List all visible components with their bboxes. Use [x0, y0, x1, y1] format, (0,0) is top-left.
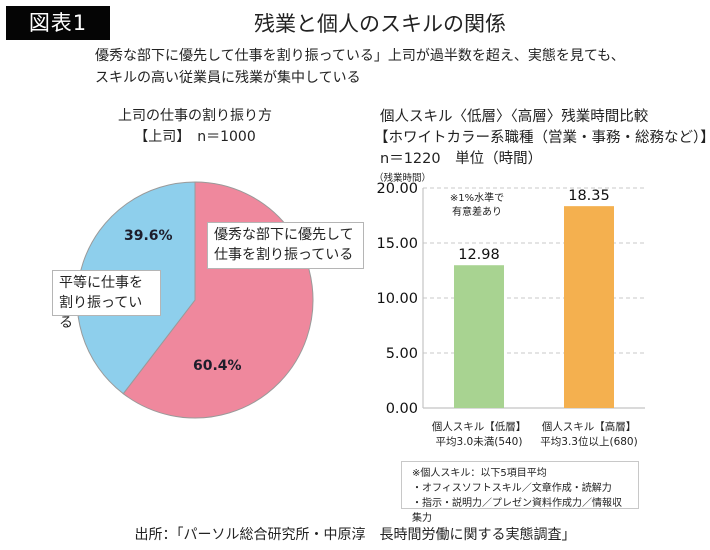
y-tick-label: 0.00 [386, 401, 418, 417]
bar-title-line-1: 個人スキル〈低層〉〈高層〉残業時間比較 [380, 109, 649, 125]
subtitle-line-1: 優秀な部下に優先して仕事を割り振っている」上司が過半数を超え、実態を見ても、 [95, 48, 625, 64]
skill-note-line-1: ※個人スキル：以下5項目平均 [412, 468, 547, 479]
significance-note-line-1: ※1%水準で [450, 191, 504, 204]
figure-badge: 図表1 [6, 6, 110, 40]
source-citation: 出所：「パーソル総合研究所・中原淳 長時間労働に関する実態調査」 [134, 527, 576, 543]
y-tick-label: 20.00 [376, 181, 418, 197]
bar-title-line-2: 【ホワイトカラー系職種（営業・事務・総務など）】 [374, 130, 710, 146]
bar-title-line-3: n＝1220 単位（時間） [380, 151, 543, 167]
y-tick-label: 15.00 [376, 236, 418, 252]
x-category-label: 個人スキル【高層】 [542, 420, 637, 433]
significance-note-line-2: 有意差あり [452, 205, 502, 218]
subtitle-line-2: スキルの高い従業員に残業が集中している [95, 70, 361, 86]
bar [454, 265, 504, 408]
y-tick-label: 10.00 [376, 291, 418, 307]
skill-note-box: ※個人スキル：以下5項目平均 ・オフィスソフトスキル／文章作成・読解力 ・指示・… [401, 461, 639, 524]
pie-title-line-1: 上司の仕事の割り振り方 [118, 108, 272, 124]
x-category-label: 個人スキル【低層】 [432, 420, 527, 433]
skill-note-line-3: ・指示・説明力／プレゼン資料作成力／情報収集力 [412, 498, 622, 524]
bar-y-axis-label: （残業時間） [374, 173, 432, 184]
pie-title-line-2: 【上司】 n＝1000 [134, 129, 256, 145]
pie-label-box-equal: 平等に仕事を 割り振っている [52, 270, 161, 331]
pie-label-equal-line-2: 割り振っている [59, 295, 143, 331]
pie-label-equal-line-1: 平等に仕事を [59, 275, 143, 291]
pie-label-excellent-line-1: 優秀な部下に優先して [214, 227, 354, 243]
pie-label-box-excellent: 優秀な部下に優先して 仕事を割り振っている [207, 222, 364, 269]
bar-value-label: 18.35 [568, 188, 610, 204]
main-title: 残業と個人のスキルの関係 [254, 12, 506, 36]
y-tick-label: 5.00 [386, 346, 418, 362]
pie-label-excellent-line-2: 仕事を割り振っている [214, 247, 354, 263]
bar [564, 206, 614, 408]
pie-value-label-equal: 39.6% [124, 228, 173, 244]
bar-value-label: 12.98 [458, 247, 500, 263]
pie-value-label-excellent: 60.4% [193, 358, 242, 374]
x-category-sublabel: 平均3.3位以上(680) [540, 435, 637, 448]
skill-note-line-2: ・オフィスソフトスキル／文章作成・読解力 [412, 483, 612, 494]
x-category-sublabel: 平均3.0未満(540) [436, 436, 523, 448]
